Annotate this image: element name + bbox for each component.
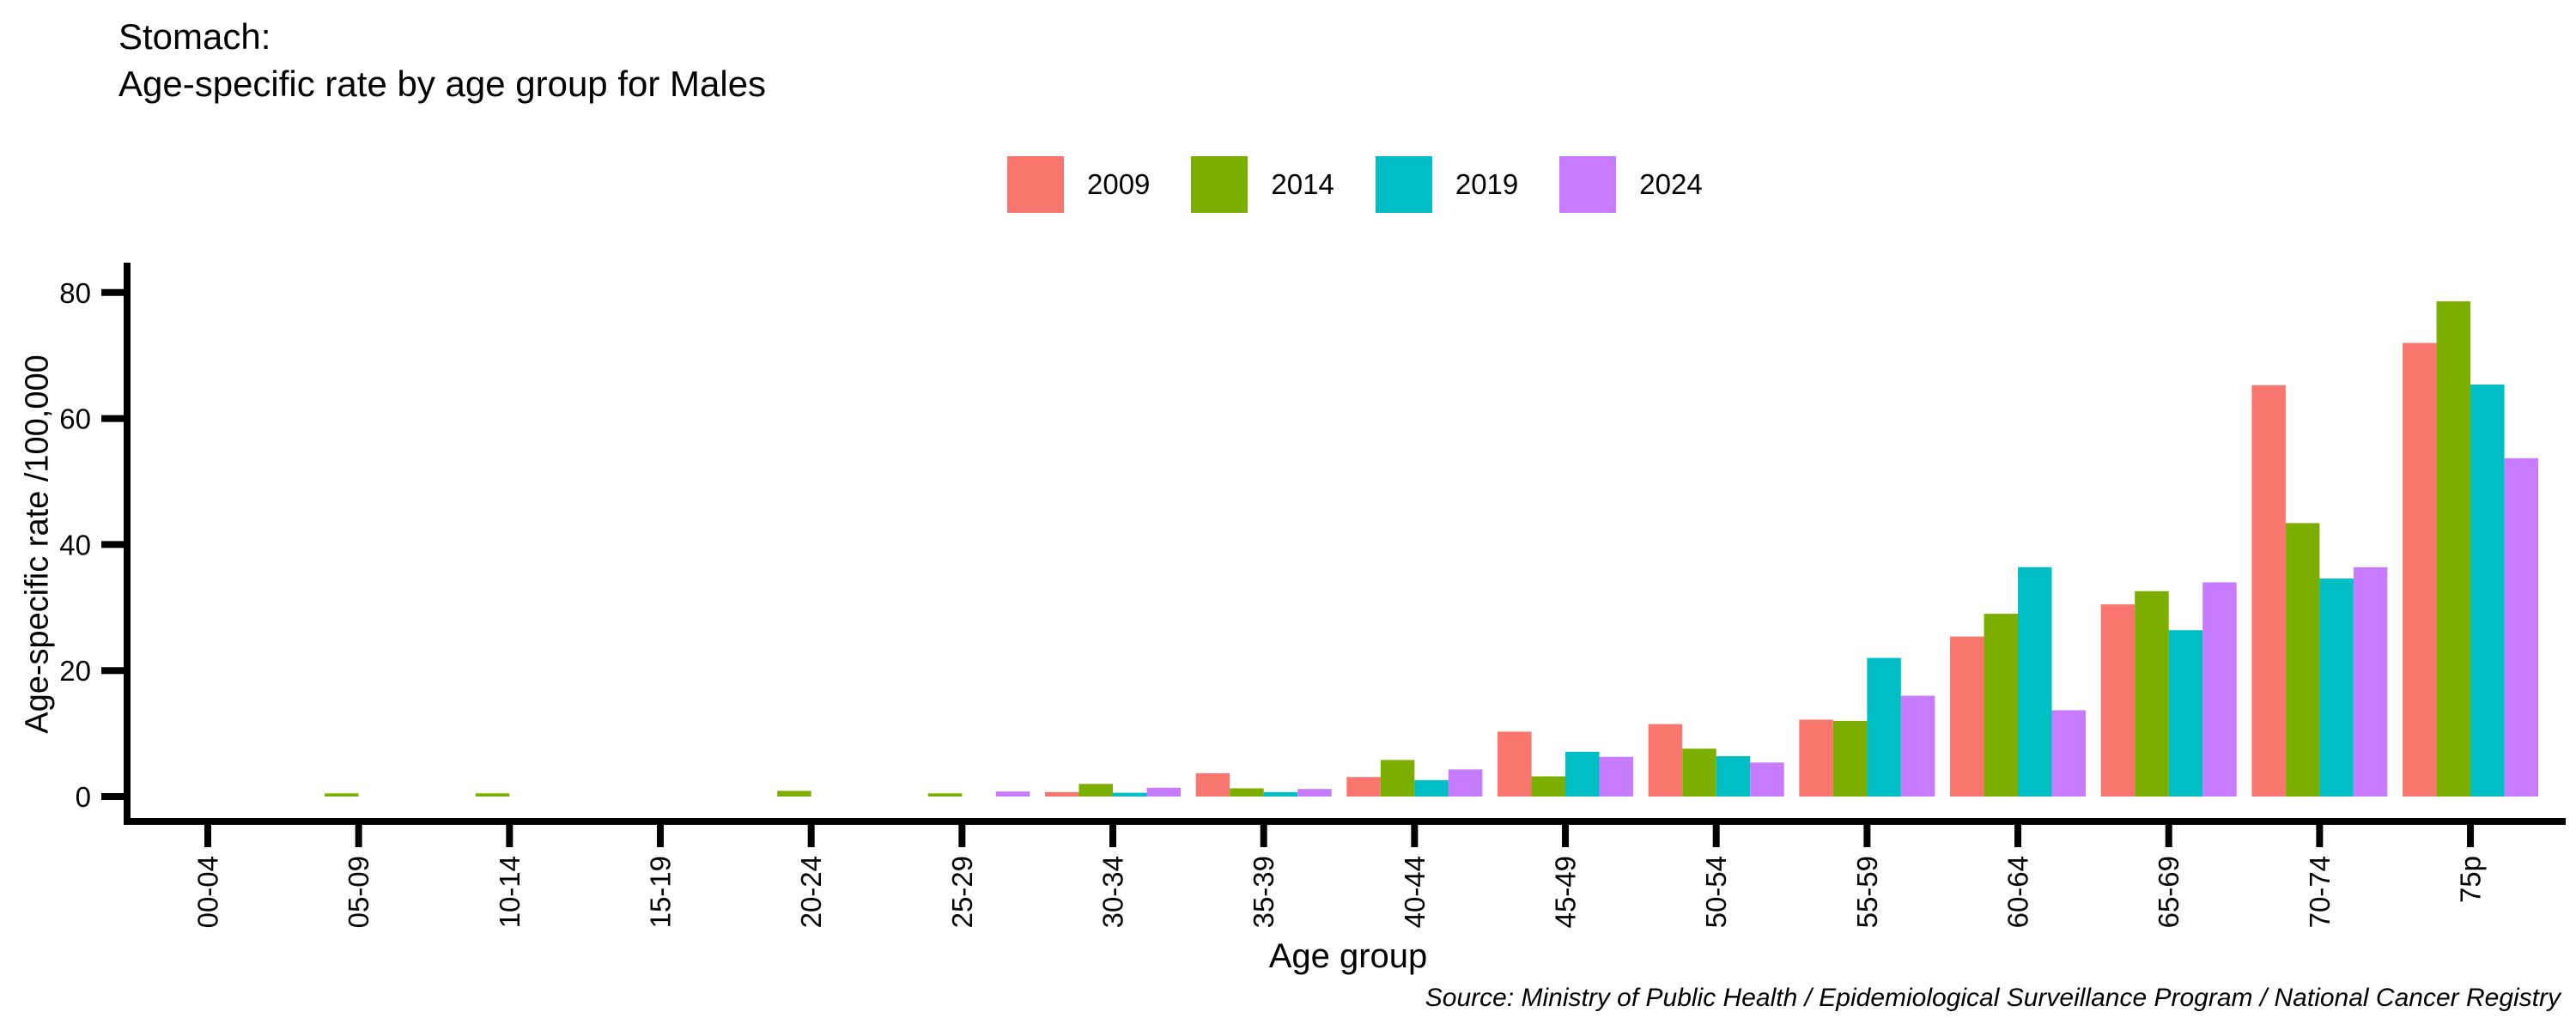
bar-2014-10-14	[475, 793, 510, 797]
bar-2019-70-74	[2319, 579, 2354, 797]
bar-2014-25-29	[927, 793, 963, 797]
y-axis-title: Age-specific rate /100,000	[19, 354, 56, 734]
y-tick-label-40: 40	[59, 529, 91, 560]
bar-2024-40-44	[1448, 769, 1483, 797]
chart-title-line1: Stomach:	[118, 16, 271, 57]
x-tick-label-35-39: 35-39	[1248, 856, 1279, 928]
bar-2014-20-24	[777, 791, 811, 797]
x-tick-label-25-29: 25-29	[946, 856, 978, 928]
bar-2024-30-34	[1146, 787, 1182, 797]
source-note: Source: Ministry of Public Health / Epid…	[1425, 984, 2561, 1012]
bar-2014-45-49	[1531, 776, 1566, 797]
x-tick-label-70-74: 70-74	[2304, 856, 2336, 928]
bar-2024-55-59	[1900, 695, 1935, 797]
bar-2014-75p	[2436, 301, 2471, 797]
bar-2014-70-74	[2285, 523, 2320, 797]
legend-swatch-2009	[1007, 156, 1064, 213]
bar-2019-50-54	[1716, 756, 1751, 797]
bar-2019-35-39	[1263, 791, 1298, 797]
bar-2009-45-49	[1498, 731, 1532, 797]
bar-2014-55-59	[1832, 720, 1868, 797]
x-tick-label-20-24: 20-24	[795, 856, 827, 928]
bar-2014-40-44	[1380, 760, 1415, 797]
legend-item-2014: 2014	[1191, 156, 1334, 213]
bar-2009-35-39	[1195, 772, 1230, 797]
bar-2009-60-64	[1950, 636, 1984, 797]
bar-2014-65-69	[2135, 591, 2169, 797]
chart-title-line2: Age-specific rate by age group for Males	[118, 63, 767, 104]
y-tick-label-0: 0	[76, 781, 91, 813]
y-tick-label-80: 80	[59, 277, 91, 309]
bar-2024-50-54	[1750, 762, 1784, 797]
legend-label: 2019	[1455, 168, 1519, 200]
bar-2024-70-74	[2353, 566, 2388, 797]
x-axis-title: Age group	[1268, 937, 1428, 975]
bar-2014-35-39	[1230, 788, 1264, 797]
legend-label: 2014	[1271, 168, 1334, 200]
bar-2014-60-64	[1984, 614, 2019, 797]
legend-swatch-2014	[1191, 156, 1249, 213]
x-tick-label-65-69: 65-69	[2153, 856, 2184, 928]
bar-2019-45-49	[1565, 751, 1600, 797]
x-tick-label-00-04: 00-04	[192, 856, 224, 928]
bar-2024-75p	[2504, 457, 2539, 797]
x-tick-label-10-14: 10-14	[494, 856, 526, 928]
bar-2009-50-54	[1648, 724, 1683, 797]
bar-2014-30-34	[1078, 784, 1114, 797]
bar-2019-65-69	[2168, 630, 2203, 797]
legend: 2009 2014 2019 2024	[1007, 156, 1703, 213]
bar-2009-55-59	[1799, 719, 1833, 797]
legend-label: 2009	[1087, 168, 1151, 200]
x-tick-label-40-44: 40-44	[1399, 856, 1431, 928]
bar-2024-45-49	[1599, 756, 1634, 797]
legend-item-2009: 2009	[1007, 156, 1150, 213]
bar-2019-40-44	[1414, 779, 1449, 797]
bar-2014-50-54	[1682, 748, 1716, 797]
x-tick-label-45-49: 45-49	[1550, 856, 1582, 928]
chart-title: Stomach: Age-specific rate by age group …	[118, 14, 766, 107]
y-tick-label-60: 60	[59, 403, 91, 435]
bar-2019-75p	[2470, 384, 2505, 797]
bar-2024-60-64	[2051, 710, 2087, 797]
bar-2024-65-69	[2202, 582, 2237, 797]
bar-2009-70-74	[2251, 385, 2286, 797]
bar-2014-05-09	[325, 793, 359, 797]
bar-2009-75p	[2403, 342, 2437, 797]
bar-2009-65-69	[2100, 604, 2136, 797]
legend-item-2019: 2019	[1375, 156, 1519, 213]
bar-2019-55-59	[1867, 657, 1901, 797]
y-tick-label-20: 20	[59, 655, 91, 687]
x-tick-label-50-54: 50-54	[1700, 856, 1732, 928]
bar-2024-35-39	[1297, 789, 1332, 797]
x-tick-label-60-64: 60-64	[2002, 856, 2034, 928]
bar-2024-25-29	[995, 791, 1030, 797]
x-tick-label-15-19: 15-19	[645, 856, 677, 928]
bar-2019-60-64	[2018, 566, 2052, 797]
legend-label: 2024	[1639, 168, 1703, 200]
legend-swatch-2019	[1375, 156, 1432, 213]
x-tick-label-75p: 75p	[2455, 856, 2487, 903]
x-tick-label-55-59: 55-59	[1851, 856, 1883, 928]
bar-2019-30-34	[1113, 792, 1147, 797]
legend-item-2024: 2024	[1559, 156, 1703, 213]
bar-2009-30-34	[1045, 791, 1079, 797]
bar-2009-40-44	[1346, 777, 1381, 797]
legend-swatch-2024	[1559, 156, 1617, 213]
x-tick-label-05-09: 05-09	[343, 856, 374, 928]
x-tick-label-30-34: 30-34	[1097, 856, 1129, 928]
